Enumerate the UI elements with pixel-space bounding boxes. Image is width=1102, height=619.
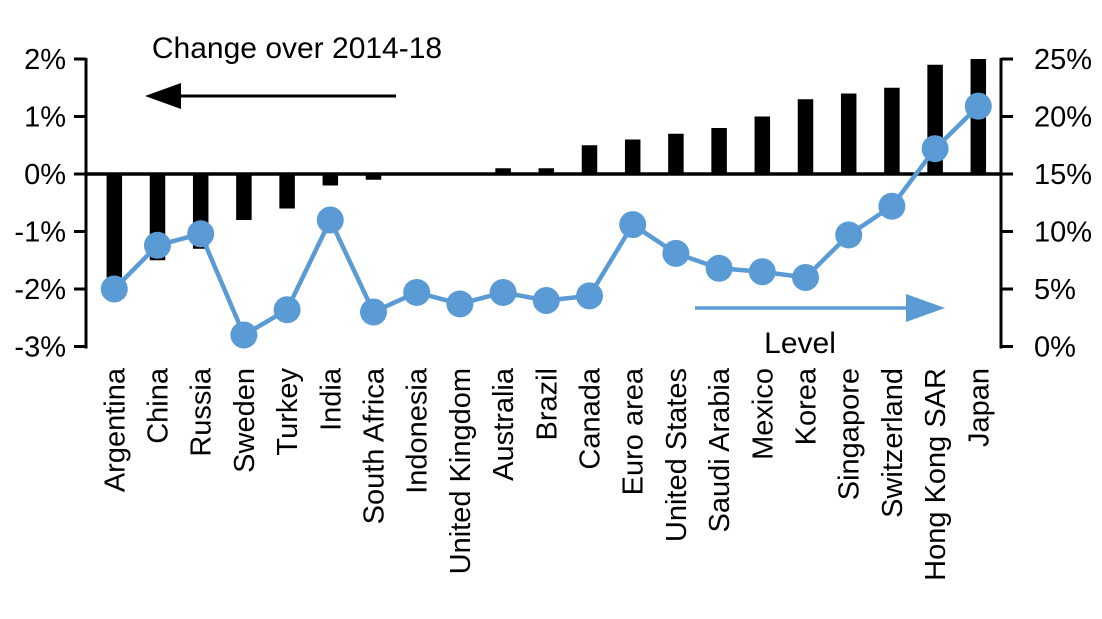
right-tick-label: 0% xyxy=(1034,332,1076,364)
category-label: Euro area xyxy=(618,367,650,495)
line-marker xyxy=(792,264,819,291)
category-label: Saudi Arabia xyxy=(704,367,736,532)
category-label: Singapore xyxy=(834,368,866,500)
line-marker xyxy=(100,275,128,303)
left-arrow-icon xyxy=(145,83,396,109)
bar xyxy=(279,174,295,209)
right-tick-label: 10% xyxy=(1034,217,1092,249)
category-label: Turkey xyxy=(272,368,304,456)
left-tick-label: 2% xyxy=(24,44,66,76)
left-tick-label: -2% xyxy=(14,274,66,306)
right-axis-tick-labels: 25% 20% 15% 10% 5% 0% xyxy=(1034,44,1092,364)
bar xyxy=(106,174,123,278)
line-marker xyxy=(187,220,215,248)
bar xyxy=(884,87,900,174)
category-label: United States xyxy=(661,368,693,542)
line-marker xyxy=(964,92,992,120)
line-marker xyxy=(360,298,387,326)
category-label: Sweden xyxy=(229,368,261,473)
left-tick-label: 0% xyxy=(24,159,66,191)
bar xyxy=(538,168,555,174)
category-label: Hong Kong SAR xyxy=(920,368,952,581)
category-label: Indonesia xyxy=(402,367,434,494)
line-marker xyxy=(446,290,474,318)
category-label: Mexico xyxy=(747,368,779,460)
category-label: Japan xyxy=(963,368,995,447)
left-tick-label: 1% xyxy=(24,102,66,134)
line-series xyxy=(100,92,992,349)
right-arrow-icon xyxy=(695,294,945,322)
line-marker xyxy=(532,287,560,314)
line-marker xyxy=(878,192,906,220)
line-marker xyxy=(316,206,344,234)
bar xyxy=(840,93,857,174)
line-marker xyxy=(662,239,690,267)
bar xyxy=(711,128,727,174)
category-label: China xyxy=(143,367,175,444)
category-label: Brazil xyxy=(531,368,563,441)
left-axis-tick-labels: 2% 1% 0% -1% -2% -3% xyxy=(14,44,66,364)
right-tick-label: 25% xyxy=(1034,44,1092,76)
category-label: Switzerland xyxy=(877,368,909,518)
category-label: Russia xyxy=(186,367,218,457)
left-tick-label: -3% xyxy=(14,332,66,364)
axes xyxy=(74,57,1013,349)
category-label: Australia xyxy=(488,367,520,481)
line-marker xyxy=(576,282,603,310)
bar xyxy=(797,99,814,174)
category-label: Canada xyxy=(575,367,607,469)
line-marker xyxy=(230,321,258,349)
bar-series-annotation-label: Change over 2014-18 xyxy=(152,32,442,65)
right-tick-label: 15% xyxy=(1034,159,1092,191)
bar xyxy=(495,168,511,174)
category-axis-labels: Argentina China Russia Sweden Turkey India Sou… xyxy=(99,367,995,581)
line-marker xyxy=(489,278,517,306)
line-marker xyxy=(705,254,733,282)
category-label: South Africa xyxy=(359,367,391,524)
bar xyxy=(754,116,771,174)
bar xyxy=(624,139,641,174)
line-marker xyxy=(921,135,949,163)
category-label: India xyxy=(315,367,347,431)
left-tick-label: -1% xyxy=(14,217,66,249)
line-marker xyxy=(144,231,171,259)
bar xyxy=(365,174,382,180)
line-series-annotation-label: Level xyxy=(764,327,836,360)
right-tick-label: 20% xyxy=(1034,102,1092,134)
bar xyxy=(581,145,598,174)
category-label: United Kingdom xyxy=(445,368,477,574)
category-label: Argentina xyxy=(99,367,131,492)
bar xyxy=(322,174,339,186)
line-marker xyxy=(273,296,301,324)
line-marker xyxy=(403,278,431,306)
category-label: Korea xyxy=(791,367,823,445)
line-marker xyxy=(748,258,776,286)
right-tick-label: 5% xyxy=(1034,274,1076,306)
line-marker xyxy=(619,211,647,239)
bar xyxy=(668,133,684,174)
line-marker xyxy=(835,221,863,249)
bar xyxy=(236,174,252,220)
